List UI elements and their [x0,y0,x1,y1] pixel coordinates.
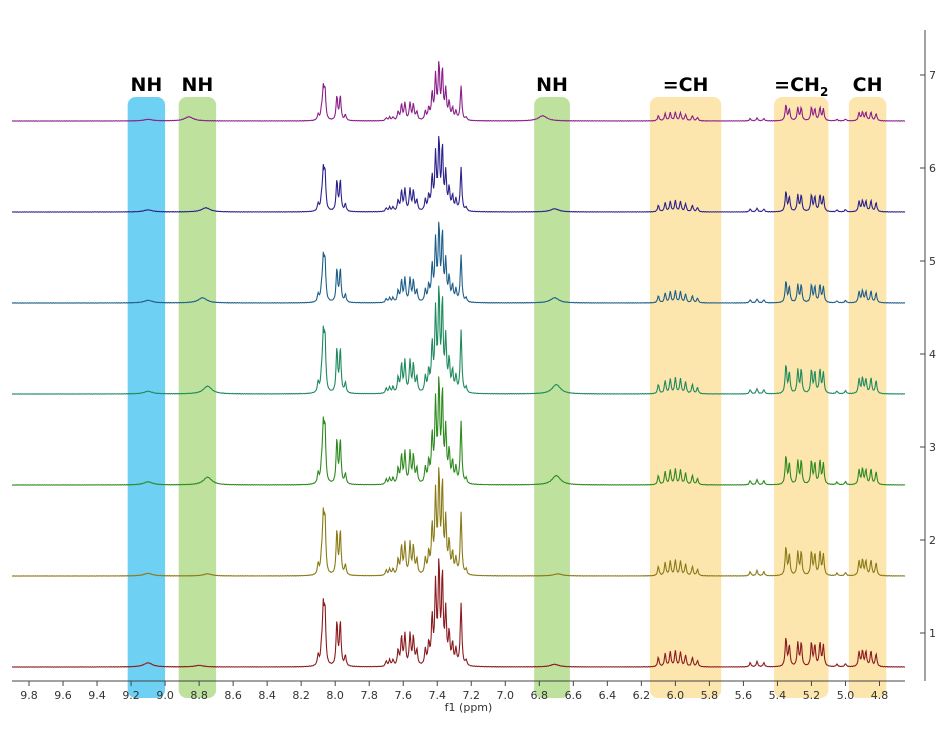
y-tick-label-5: 6 [929,162,936,175]
region-label-0: NH [130,74,162,96]
y-axis: 1 2 3 4 5 6 7 [920,30,936,681]
x-tick-label-11: 7.6 [394,689,412,702]
x-tick-label-8: 8.2 [292,689,310,702]
x-tick-label-24: 5.0 [837,689,855,702]
y-tick-label-2: 3 [929,441,936,454]
x-tick-label-0: 9.8 [20,689,38,702]
highlight-regions [127,97,887,698]
highlight-region-2 [534,97,570,698]
x-tick-label-19: 6.0 [667,689,685,702]
x-tick-label-17: 6.4 [599,689,617,702]
x-tick-label-20: 5.8 [701,689,719,702]
x-tick-label-12: 7.4 [428,689,446,702]
x-tick-label-14: 7.0 [497,689,515,702]
spectrum-trace-7 [12,61,905,122]
spectrum-trace-4 [12,285,905,395]
region-label-4: =CH2 [774,74,828,99]
x-tick-label-25: 4.8 [871,689,889,702]
x-tick-label-13: 7.2 [463,689,481,702]
x-tick-label-18: 6.2 [633,689,651,702]
x-tick-label-21: 5.6 [735,689,753,702]
y-tick-label-6: 7 [929,69,936,82]
x-axis: 9.8 9.6 9.4 9.2 9.0 8.8 8.6 8.4 8.2 8.0 7.8 7.6 7.4 7… [12,680,905,702]
x-tick-label-9: 8.0 [326,689,344,702]
region-label-1: NH [181,74,213,96]
spectrum-trace-5 [11,221,906,304]
x-tick-label-16: 6.6 [565,689,583,702]
region-label-5: CH [853,74,883,96]
x-tick-label-22: 5.4 [769,689,787,702]
x-tick-label-6: 8.6 [224,689,242,702]
x-axis-title: f1 (ppm) [445,701,493,714]
y-tick-label-3: 4 [929,348,936,361]
y-tick-label-4: 5 [929,255,936,268]
x-tick-label-7: 8.4 [258,689,276,702]
spectrum-trace-6 [11,136,906,213]
spectrum-trace-3 [11,376,906,486]
highlight-region-3 [649,97,722,698]
y-tick-label-0: 1 [929,627,936,640]
region-labels: NH NH NH =CH =CH2 CH [130,74,882,99]
highlight-region-4 [774,97,829,698]
x-tick-label-15: 6.8 [531,689,549,702]
region-label-3: =CH [663,74,709,96]
spectrum-trace-2 [11,467,906,577]
region-label-2: NH [536,74,568,96]
x-tick-label-2: 9.4 [88,689,106,702]
highlight-region-1 [178,97,217,698]
x-tick-label-3: 9.2 [122,689,140,702]
x-tick-label-4: 9.0 [156,689,174,702]
x-tick-label-23: 5.2 [803,689,821,702]
highlight-region-5 [848,97,887,698]
spectrum-traces [11,61,906,668]
spectrum-trace-1 [11,558,906,668]
x-tick-label-1: 9.6 [54,689,72,702]
region-label-subscript-4: 2 [820,85,828,99]
y-tick-label-1: 2 [929,534,936,547]
x-tick-label-10: 7.8 [360,689,378,702]
x-tick-label-5: 8.8 [190,689,208,702]
highlight-region-0 [127,97,166,698]
